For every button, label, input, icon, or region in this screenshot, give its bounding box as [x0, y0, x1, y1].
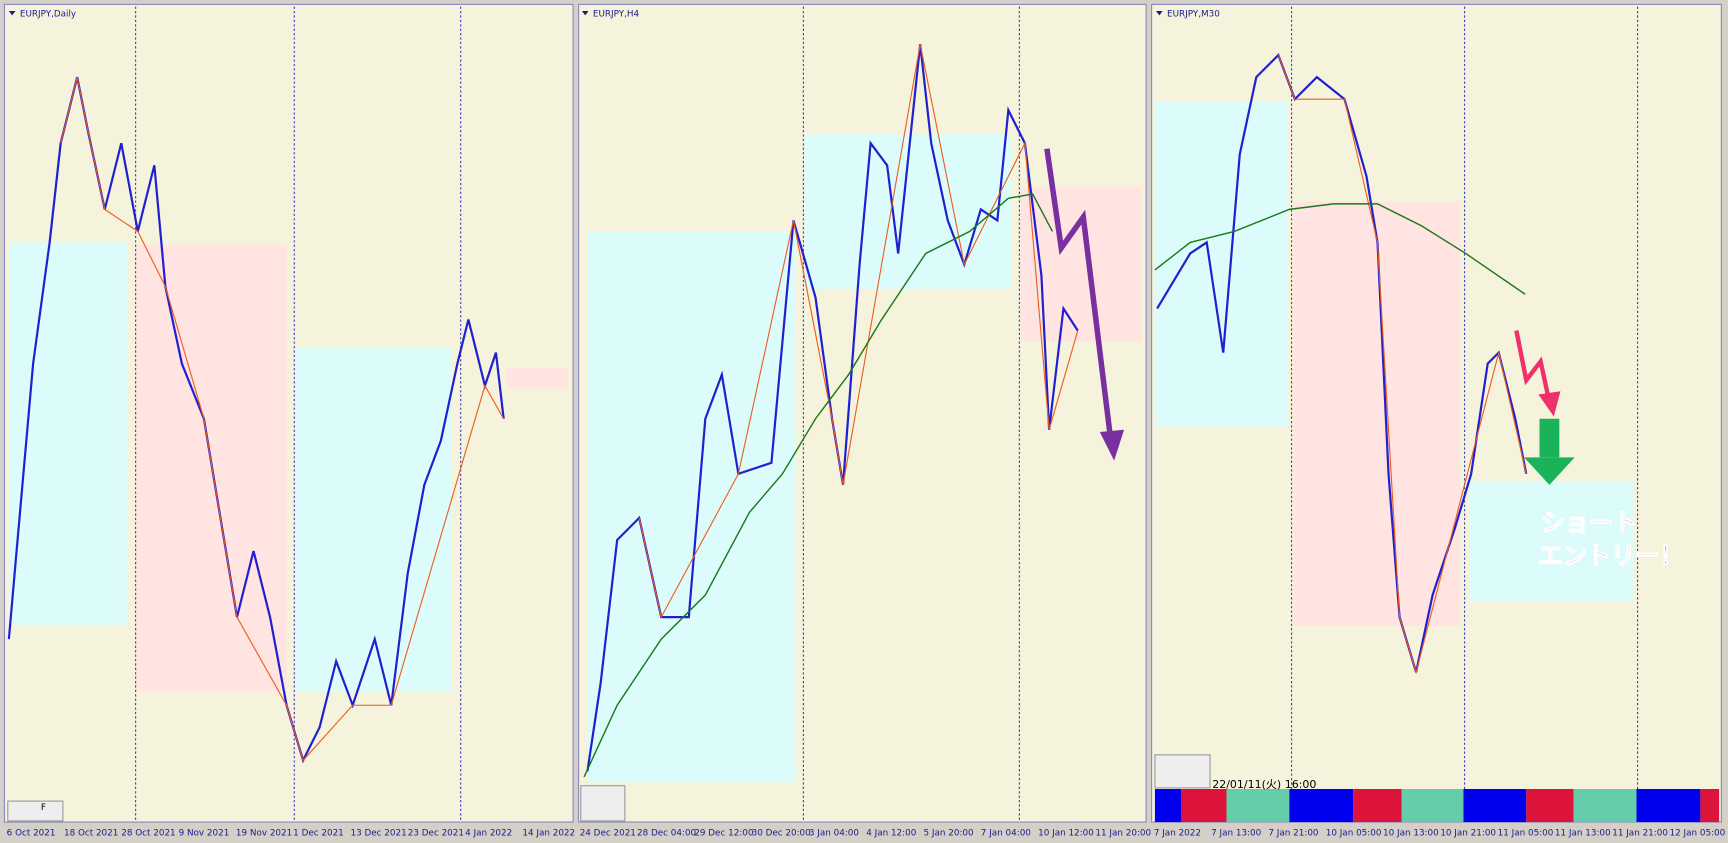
x-tick-label: 6 Oct 2021	[7, 828, 56, 838]
panel-title: EURJPY,Daily	[20, 10, 76, 20]
x-tick-label: 11 Jan 21:00	[1612, 828, 1668, 838]
x-tick-label: 28 Dec 04:00	[637, 828, 697, 838]
color-bar	[1154, 789, 1720, 823]
x-tick-label: 11 Jan 20:00	[1095, 828, 1151, 838]
toolbar-button[interactable]: F	[41, 803, 46, 813]
x-tick-label: 4 Jan 2022	[465, 828, 512, 838]
x-tick-label: 12 Jan 05:00	[1670, 828, 1726, 838]
x-tick-label: 10 Jan 13:00	[1383, 828, 1439, 838]
x-tick-label: 7 Jan 13:00	[1211, 828, 1262, 838]
menu-arrow	[8, 11, 16, 16]
x-tick-label: 10 Jan 05:00	[1326, 828, 1382, 838]
x-tick-label: 28 Oct 2021	[121, 828, 175, 838]
panel-1	[3, 3, 574, 823]
panel-title: EURJPY,H4	[593, 10, 640, 20]
x-tick-label: 5 Jan 20:00	[924, 828, 975, 838]
panel-2	[578, 3, 1147, 823]
panel-title: EURJPY,M30	[1167, 10, 1220, 20]
annotation: エントリー！	[1538, 541, 1683, 570]
x-tick-label: 3 Jan 04:00	[809, 828, 860, 838]
x-tick-label: 7 Jan 21:00	[1268, 828, 1319, 838]
menu-arrow	[1156, 11, 1163, 16]
x-tick-label: 24 Dec 2021	[580, 828, 636, 838]
x-tick-label: 9 Nov 2021	[179, 828, 230, 838]
x-tick-label: 18 Oct 2021	[64, 828, 118, 838]
x-tick-label: 19 Nov 2021	[236, 828, 292, 838]
annotation: ショート	[1541, 508, 1638, 537]
panel-3: 22/01/11(火) 16:00 ショート エントリー！	[1151, 3, 1722, 823]
x-tick-label: 30 Dec 20:00	[752, 828, 812, 838]
x-tick-label: 4 Jan 12:00	[866, 828, 917, 838]
menu-arrow	[581, 11, 589, 16]
x-tick-label: 7 Jan 04:00	[981, 828, 1032, 838]
x-tick-label: 7 Jan 2022	[1154, 828, 1201, 838]
x-tick-label: 10 Jan 12:00	[1038, 828, 1094, 838]
x-tick-label: 23 Dec 2021	[408, 828, 464, 838]
timestamp: 22/01/11(火) 16:00	[1212, 778, 1316, 791]
x-tick-label: 11 Jan 05:00	[1498, 828, 1554, 838]
x-tick-label: 14 Jan 2022	[522, 828, 575, 838]
x-tick-label: 10 Jan 21:00	[1440, 828, 1496, 838]
x-tick-label: 13 Dec 2021	[350, 828, 406, 838]
x-tick-label: 1 Dec 2021	[293, 828, 344, 838]
x-tick-label: 11 Jan 13:00	[1555, 828, 1611, 838]
x-tick-label: 29 Dec 12:00	[694, 828, 754, 838]
